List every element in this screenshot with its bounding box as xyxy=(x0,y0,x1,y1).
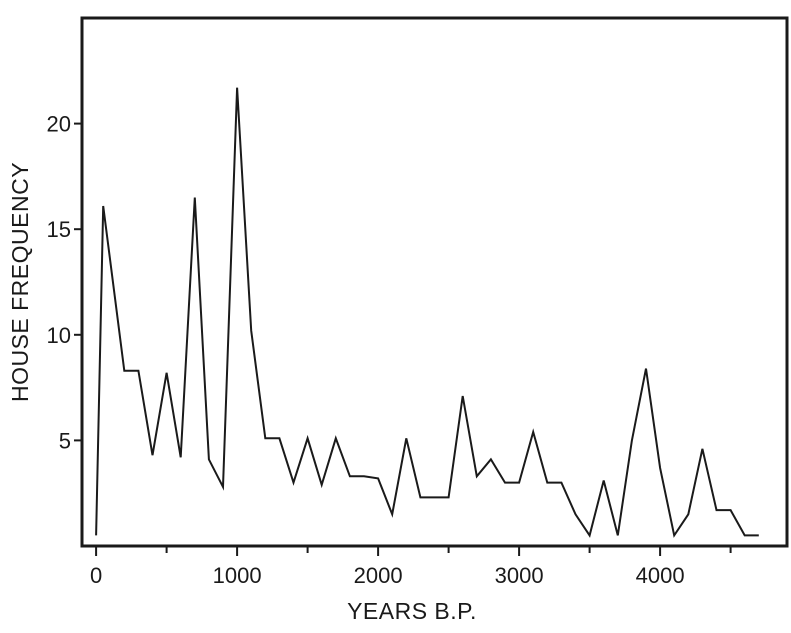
y-axis-ticks: 5 10 15 20 xyxy=(47,112,82,454)
x-axis-ticks: 0 1000 2000 3000 4000 xyxy=(90,546,731,588)
y-tick-label: 10 xyxy=(47,323,71,348)
plot-frame xyxy=(82,18,787,546)
x-tick-label: 0 xyxy=(90,563,102,588)
x-tick-label: 2000 xyxy=(354,563,403,588)
x-tick-label: 3000 xyxy=(495,563,544,588)
y-tick-label: 15 xyxy=(47,217,71,242)
y-tick-label: 20 xyxy=(47,112,71,137)
y-axis-title: HOUSE FREQUENCY xyxy=(7,162,33,402)
series-line xyxy=(96,88,759,536)
y-tick-label: 5 xyxy=(59,428,71,453)
x-tick-label: 4000 xyxy=(636,563,685,588)
x-tick-label: 1000 xyxy=(213,563,262,588)
x-axis-title: YEARS B.P. xyxy=(347,598,477,624)
